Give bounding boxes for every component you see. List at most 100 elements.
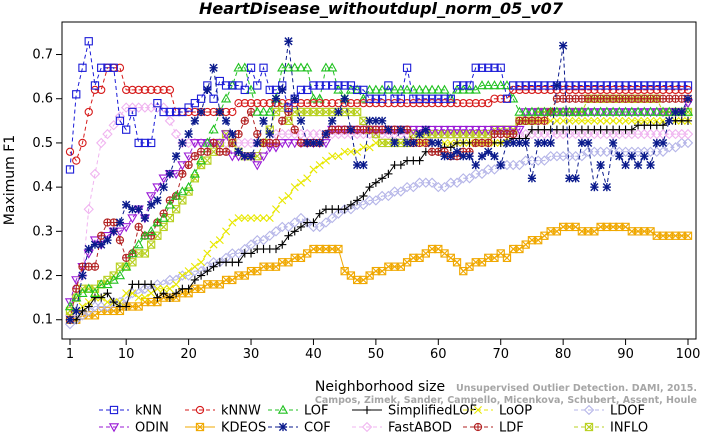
point-cof: [221, 116, 231, 125]
point-knn: [296, 85, 306, 95]
point-ldof: [657, 146, 669, 157]
point-cof: [409, 138, 418, 148]
point-knn: [259, 63, 268, 72]
point-knnw: [615, 85, 624, 95]
point-cof: [390, 138, 399, 148]
point-knnw: [396, 98, 405, 108]
point-odin: [514, 125, 525, 135]
point-cof: [172, 152, 181, 161]
point-cof: [496, 160, 505, 170]
point-loop: [340, 147, 349, 156]
point-loop: [265, 214, 274, 223]
point-ldof: [270, 226, 282, 237]
point-knnw: [259, 98, 268, 108]
point-lof: [626, 106, 637, 116]
legend-label-ldof: LDOF: [610, 404, 645, 419]
point-ldof: [451, 177, 463, 188]
point-kdeos: [452, 258, 462, 267]
point-knnw: [640, 85, 649, 95]
point-loop: [247, 214, 256, 223]
point-knn: [303, 85, 312, 95]
point-knnw: [683, 85, 693, 95]
point-ldf: [178, 169, 187, 179]
point-cof: [346, 125, 356, 134]
point-knnw: [84, 107, 93, 117]
point-knnw: [359, 98, 368, 108]
point-knnw: [321, 98, 331, 108]
legend-marker-knn: [109, 405, 119, 415]
legend-marker-kdeos: [195, 422, 205, 432]
point-ldf: [540, 116, 549, 125]
point-knnw: [527, 85, 537, 95]
point-ldf: [97, 231, 106, 240]
point-cof: [665, 116, 674, 125]
point-lof: [152, 217, 163, 227]
point-knnw: [278, 98, 287, 108]
point-knnw: [240, 98, 249, 108]
y-tick-label: 0.3: [32, 224, 53, 239]
point-cof: [265, 129, 274, 139]
point-knn: [309, 81, 318, 90]
point-ldof: [345, 204, 357, 215]
point-odin: [195, 139, 207, 149]
point-simplifiedlof: [290, 227, 299, 236]
point-knn: [390, 94, 399, 103]
point-knn: [134, 138, 143, 148]
point-lof: [620, 106, 631, 116]
point-knnw: [415, 98, 424, 108]
y-axis-label: Maximum F1: [2, 135, 18, 225]
point-ldof: [245, 239, 257, 250]
point-knn: [521, 81, 530, 90]
point-loop: [290, 183, 299, 192]
legend-marker-inflo: [584, 422, 594, 432]
legend-label-kdeos: KDEOS: [221, 421, 266, 434]
point-lof: [545, 106, 556, 116]
point-ldof: [233, 248, 244, 259]
point-knnw: [384, 98, 393, 108]
legend-marker-loop: [474, 406, 482, 414]
point-knnw: [65, 147, 75, 156]
point-lof: [102, 279, 113, 289]
point-ldof: [302, 217, 313, 228]
point-loop: [240, 214, 249, 223]
point-knnw: [490, 94, 499, 103]
point-cof: [584, 138, 593, 148]
point-kdeos: [490, 253, 499, 263]
point-lof: [195, 155, 207, 165]
point-knn: [452, 81, 462, 90]
point-knnw: [565, 85, 574, 95]
y-tick-label: 0.1: [32, 313, 53, 328]
point-knnw: [477, 98, 487, 108]
point-cof: [321, 129, 331, 139]
point-simplifiedlof: [378, 174, 387, 183]
y-tick-label: 0.2: [32, 269, 53, 284]
point-cof: [240, 152, 249, 161]
point-lof: [320, 62, 332, 72]
point-knnw: [90, 85, 100, 95]
point-knnw: [328, 98, 337, 108]
y-tick-label: 0.6: [32, 92, 53, 107]
point-cof: [115, 218, 125, 227]
point-knn: [90, 81, 100, 90]
point-knnw: [253, 98, 262, 108]
point-cof: [571, 174, 580, 183]
point-knn: [265, 85, 274, 95]
point-knn: [171, 107, 181, 117]
point-loop: [346, 147, 355, 156]
point-loop: [234, 214, 243, 223]
point-knn: [671, 81, 680, 90]
point-cof: [658, 138, 668, 148]
point-odin: [121, 223, 132, 233]
point-fastabod: [164, 115, 176, 127]
point-cof: [228, 129, 237, 139]
x-tick-label: 30: [243, 347, 260, 362]
point-lof: [539, 106, 550, 116]
point-lof: [651, 106, 662, 116]
point-ldof: [514, 159, 525, 171]
point-knnw: [371, 98, 381, 108]
series-line-lof: [69, 67, 688, 307]
point-simplifiedlof: [109, 297, 118, 307]
point-cof: [203, 85, 212, 94]
point-knn: [590, 81, 599, 90]
point-knnw: [427, 98, 437, 108]
